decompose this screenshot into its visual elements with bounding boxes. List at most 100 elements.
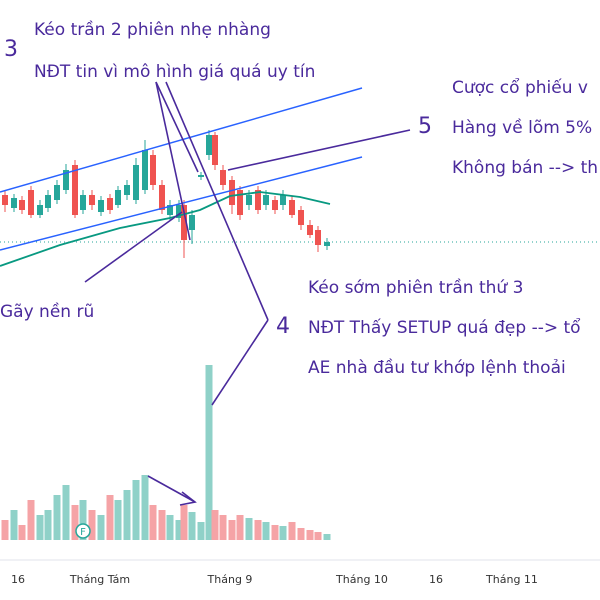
candle-body: [54, 185, 60, 200]
candle-body: [272, 200, 278, 210]
candle-body: [246, 195, 252, 205]
volume-bar: [106, 495, 114, 540]
volume-bar: [245, 518, 253, 540]
volume-bar: [323, 534, 331, 540]
annotation-text: Kéo sớm phiên trần thứ 3: [308, 277, 523, 298]
annotation-text: AE nhà đầu tư khớp lệnh thoải: [308, 357, 566, 378]
channel-lower: [0, 156, 363, 251]
step-number: 5: [418, 114, 432, 139]
volume-bar: [141, 475, 149, 540]
volume-bar: [62, 485, 70, 540]
candle-body: [298, 210, 304, 225]
volume-bar: [288, 522, 296, 540]
annotation-lines: [84, 81, 411, 506]
x-tick-label: 16: [429, 573, 443, 586]
volume-bar: [271, 525, 279, 540]
candle-body: [80, 195, 86, 210]
volume-bar: [306, 530, 314, 540]
volume-bar: [44, 510, 52, 540]
volume-bar: [27, 500, 35, 540]
candle-body: [255, 190, 261, 210]
event-marker-label: F: [80, 527, 86, 538]
candle-body: [212, 135, 218, 165]
candle-body: [150, 155, 156, 185]
candle-body: [72, 165, 78, 215]
event-marker: [75, 523, 91, 539]
volume-bar: [211, 510, 219, 540]
candle-body: [115, 190, 121, 205]
x-tick-label: Tháng 9: [207, 573, 253, 586]
candle-body: [220, 170, 226, 185]
moving-average: [0, 191, 331, 267]
annotation-text: Hàng về lõm 5%: [452, 117, 592, 138]
candle-body: [159, 185, 165, 210]
volume-bar: [228, 520, 236, 540]
volume-bar: [205, 365, 213, 540]
volume-bar: [10, 510, 18, 540]
candle-body: [98, 200, 104, 212]
candle-body: [45, 195, 51, 208]
volume-bar: [149, 505, 157, 540]
volume-bar: [18, 525, 26, 540]
volume-bar: [197, 522, 205, 540]
candle-body: [289, 200, 295, 215]
candle-body: [167, 205, 173, 215]
candle-body: [28, 190, 34, 215]
annotation-text: NĐT tin vì mô hình giá quá uy tín: [34, 62, 315, 82]
volume-bar: [123, 490, 131, 540]
candle-body: [37, 205, 43, 215]
candle-body: [315, 230, 321, 245]
volume-bar: [175, 520, 183, 540]
annotation-text: Gãy nền rũ: [0, 301, 94, 322]
step-number: 4: [276, 314, 290, 339]
candle-body: [206, 135, 212, 155]
volume-bar: [297, 528, 305, 540]
candle-body: [11, 198, 17, 208]
candle-body: [263, 195, 269, 205]
candle-body: [142, 150, 148, 190]
channel-upper: [0, 87, 363, 193]
step-number: 3: [4, 37, 18, 62]
x-tick-label: Tháng 10: [335, 573, 388, 586]
candle-body: [280, 195, 286, 205]
volume-bar: [36, 515, 44, 540]
annotation-text: Không bán --> th: [452, 158, 598, 178]
candle-body: [324, 242, 330, 246]
volume-bar: [254, 520, 262, 540]
volume-bar: [97, 515, 105, 540]
candles: [2, 130, 330, 258]
candle-body: [189, 215, 195, 230]
volume-bar: [236, 515, 244, 540]
candle-body: [181, 205, 187, 240]
volume-bar: [166, 515, 174, 540]
volumes: [1, 365, 331, 540]
volume-bar: [279, 526, 287, 540]
candle-body: [124, 185, 130, 195]
candle-body: [133, 165, 139, 200]
candle-body: [89, 195, 95, 205]
volume-bar: [219, 515, 227, 540]
volume-bar: [314, 532, 322, 540]
candle-body: [19, 200, 25, 210]
candle-body: [176, 205, 182, 218]
candle-body: [229, 180, 235, 205]
volume-bar: [180, 505, 188, 540]
candle-body: [237, 190, 243, 215]
candle-body: [63, 170, 69, 190]
x-tick-label: Tháng 11: [485, 573, 538, 586]
volume-bar: [158, 510, 166, 540]
candle-body: [307, 225, 313, 235]
annotation-text: NĐT Thấy SETUP quá đẹp --> tổ: [308, 317, 581, 338]
volume-bar: [71, 505, 79, 540]
volume-bar: [79, 500, 87, 540]
volume-bar: [88, 510, 96, 540]
volume-bar: [132, 480, 140, 540]
x-tick-label: 16: [11, 573, 25, 586]
x-axis: 16 Tháng Tám Tháng 9 Tháng 10 16 Tháng 11: [11, 573, 538, 586]
volume-bar: [262, 522, 270, 540]
candle-body: [198, 175, 204, 177]
volume-bar: [114, 500, 122, 540]
annotation-text: Cược cổ phiếu v: [452, 77, 588, 98]
